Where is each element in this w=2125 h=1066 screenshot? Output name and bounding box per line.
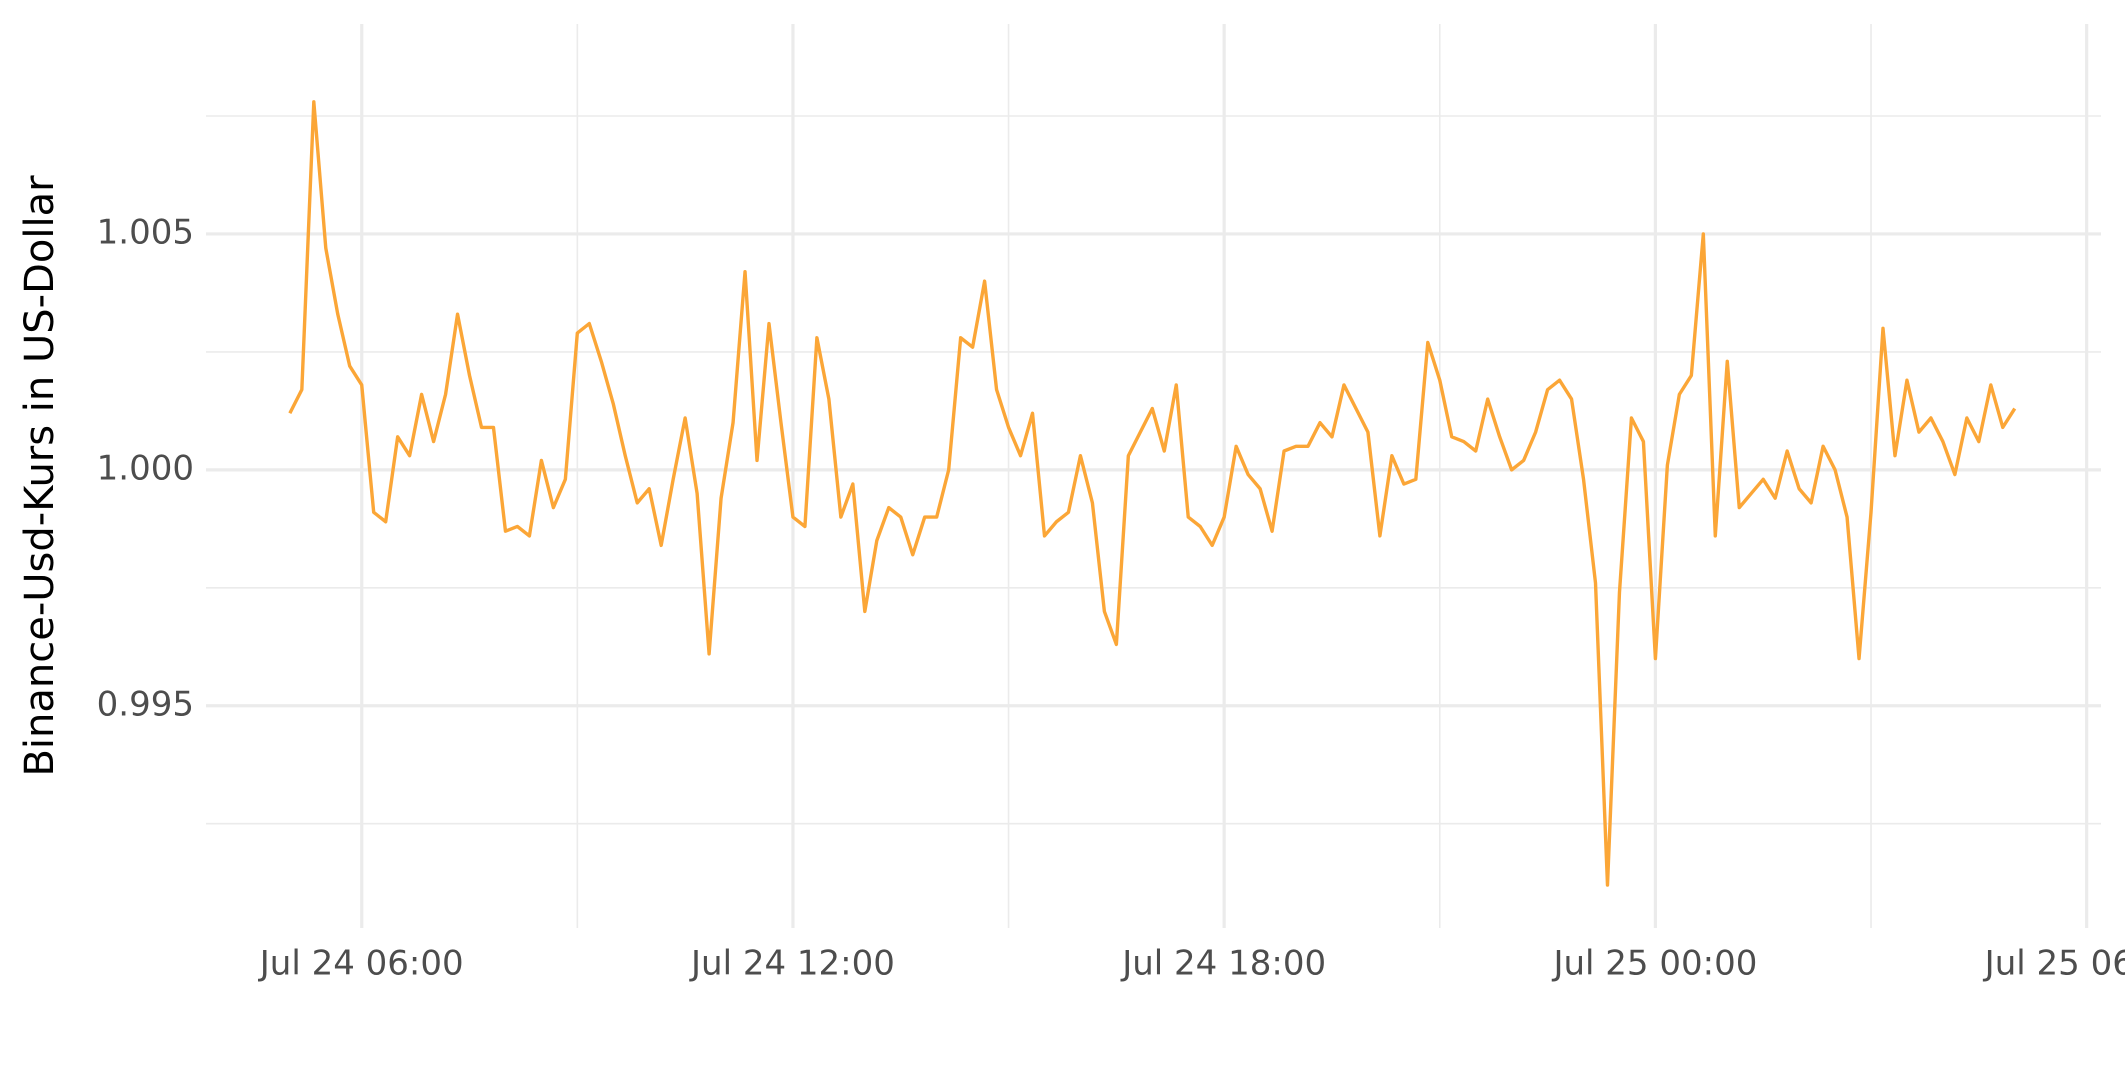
x-tick-label: Jul 24 18:00: [1120, 944, 1326, 984]
x-tick-label: Jul 25 00:00: [1551, 944, 1757, 984]
y-axis-label: Binance-Usd-Kurs in US-Dollar: [17, 175, 63, 777]
y-tick-label: 1.000: [97, 448, 194, 488]
line-series: [288, 100, 2017, 887]
x-tick-label: Jul 24 12:00: [689, 944, 895, 984]
x-tick-label: Jul 24 06:00: [258, 944, 464, 984]
x-tick-label: Jul 25 06:00: [1983, 944, 2125, 984]
y-tick-label: 0.995: [97, 684, 194, 724]
y-tick-label: 1.005: [97, 212, 194, 252]
